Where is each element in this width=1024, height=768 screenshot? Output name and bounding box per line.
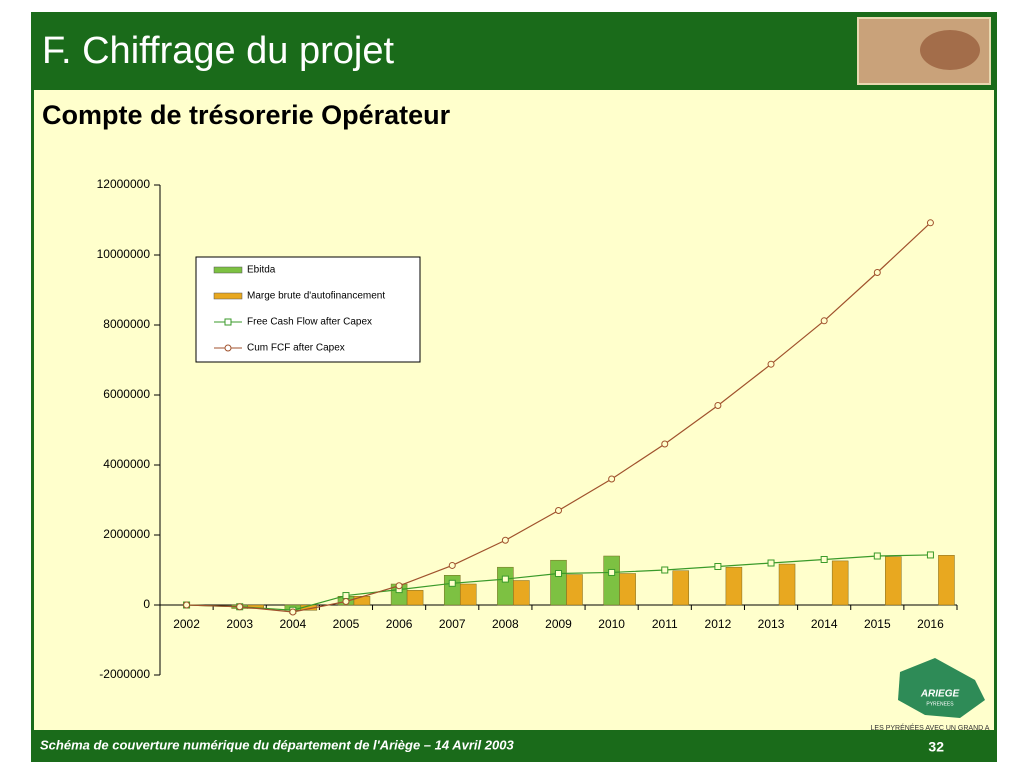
bar: [566, 574, 583, 606]
y-tick-label: 4000000: [103, 457, 150, 471]
line-marker: [873, 552, 881, 560]
line-marker: [661, 440, 669, 448]
x-tick-label: 2004: [279, 617, 306, 631]
logo-shape: [898, 658, 985, 718]
x-tick-label: 2008: [492, 617, 519, 631]
legend-marker: [224, 344, 232, 352]
bar: [459, 583, 477, 606]
line-marker: [926, 219, 934, 227]
y-tick-label: 8000000: [103, 317, 150, 331]
bar: [619, 573, 636, 606]
x-tick-label: 2012: [705, 617, 732, 631]
legend-label: Marge brute d'autofinancement: [247, 291, 385, 302]
line-marker: [183, 601, 191, 609]
line-marker: [555, 570, 562, 577]
header-image-detail: [920, 30, 980, 70]
y-tick-label: 10000000: [97, 247, 151, 261]
slide-title: F. Chiffrage du projet: [42, 30, 394, 72]
logo-tagline: LES PYRÉNÉES AVEC UN GRAND A: [871, 723, 990, 732]
line-marker: [236, 603, 244, 611]
bar: [778, 563, 796, 606]
line-marker: [608, 475, 616, 483]
bar: [831, 560, 849, 606]
line-marker: [395, 582, 403, 590]
y-tick-label: 6000000: [103, 387, 150, 401]
legend-label: Cum FCF after Capex: [247, 343, 345, 354]
line-marker: [820, 556, 828, 563]
bar: [353, 596, 371, 606]
x-tick-label: 2009: [545, 617, 572, 631]
footer-text: Schéma de couverture numérique du départ…: [40, 737, 514, 752]
legend-label: Free Cash Flow after Capex: [247, 317, 372, 328]
line-marker: [714, 563, 722, 570]
bar: [672, 570, 690, 606]
line-marker: [342, 592, 350, 600]
line-marker: [820, 317, 828, 325]
bar: [513, 580, 530, 606]
x-tick-label: 2006: [386, 617, 413, 631]
x-tick-label: 2007: [439, 617, 466, 631]
chart: -2000000 0 2000000 4000000 6000000 8000000 100…: [97, 177, 958, 681]
x-tick-label: 2010: [598, 617, 625, 631]
bar: [603, 555, 620, 606]
x-tick-label: 2015: [864, 617, 891, 631]
bar: [725, 566, 743, 606]
x-tick-label: 2011: [652, 617, 678, 631]
line-marker: [661, 566, 669, 574]
x-tick-label: 2005: [333, 617, 360, 631]
legend-swatch: [213, 292, 243, 300]
bar: [497, 566, 514, 606]
line-marker: [555, 507, 562, 514]
chart-title: Compte de trésorerie Opérateur: [42, 100, 451, 130]
legend-label: Ebitda: [247, 265, 276, 276]
line-marker: [926, 551, 934, 559]
line-marker: [501, 575, 509, 583]
x-tick-label: 2002: [173, 617, 200, 631]
line-marker: [448, 561, 456, 569]
y-tick-label: -2000000: [99, 667, 150, 681]
x-tick-label: 2014: [811, 617, 838, 631]
legend-marker: [224, 318, 232, 326]
bar: [938, 555, 955, 606]
line-marker: [501, 536, 509, 544]
content-area: [34, 90, 994, 730]
y-tick-label: 12000000: [97, 177, 151, 191]
line-marker: [714, 402, 722, 409]
line-marker: [767, 360, 775, 368]
x-tick-label: 2016: [917, 617, 944, 631]
legend-swatch: [213, 266, 243, 274]
logo-sub: PYRENEES: [926, 701, 954, 707]
x-tick-label: 2013: [758, 617, 785, 631]
legend-box: [195, 256, 421, 363]
page-number: 32: [928, 739, 944, 755]
line-marker: [342, 598, 350, 605]
line-marker: [767, 559, 775, 567]
logo-name: ARIEGE: [920, 689, 960, 700]
line-marker: [448, 579, 456, 587]
line-marker: [608, 568, 616, 576]
bar: [443, 575, 461, 606]
bar: [406, 590, 424, 606]
x-tick-label: 2003: [226, 617, 253, 631]
y-tick-label: 2000000: [103, 527, 150, 541]
bar: [550, 559, 567, 606]
line-marker: [289, 608, 297, 616]
bar: [885, 556, 902, 606]
y-tick-label: 0: [143, 597, 150, 611]
line-marker: [873, 269, 881, 276]
